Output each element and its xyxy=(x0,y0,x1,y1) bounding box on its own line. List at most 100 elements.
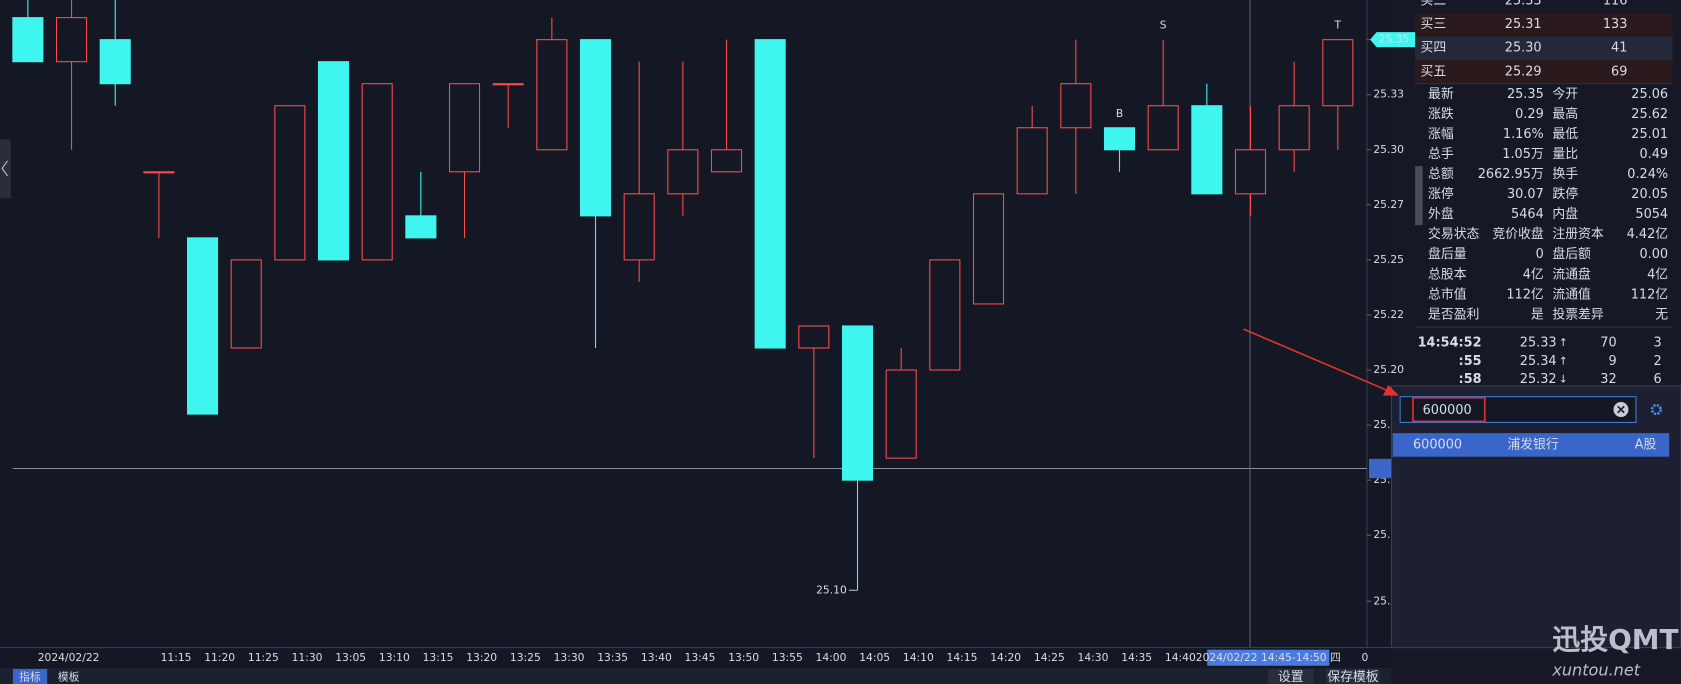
quote-label: 涨停 xyxy=(1428,186,1454,202)
quote-value: 4亿 xyxy=(1647,267,1668,282)
button-label[interactable]: 设置 xyxy=(1278,670,1304,684)
x-tick-label: 13:15 xyxy=(423,651,454,664)
x-tick-label: 11:30 xyxy=(292,651,323,664)
candle-body xyxy=(274,105,306,261)
candle-body xyxy=(448,83,481,173)
tab-active[interactable] xyxy=(12,668,48,684)
pointer-arrow xyxy=(1243,328,1390,393)
cursor-time-tag xyxy=(1207,649,1330,666)
candle-body xyxy=(99,39,131,85)
input-highlight xyxy=(1412,396,1486,423)
x-tick-label: 13:20 xyxy=(466,651,497,664)
quote-value: 1.05万 xyxy=(1502,147,1544,162)
candle-body xyxy=(143,171,175,174)
quote-label: 外盘 xyxy=(1428,206,1454,222)
clear-icon xyxy=(1617,405,1625,414)
quote-label: 投票差异 xyxy=(1552,306,1604,322)
trade-arrow: ↑ xyxy=(1559,354,1568,367)
button-label[interactable]: 保存模板 xyxy=(1327,670,1379,684)
x-tick-label: 14:10 xyxy=(903,651,934,664)
trade-time: 14:54:52 xyxy=(1418,336,1482,351)
order-volume: 133 xyxy=(1603,17,1628,32)
price-axis-area xyxy=(1366,0,1392,648)
quote-value: 无 xyxy=(1655,307,1668,322)
order-volume: 41 xyxy=(1611,41,1627,56)
order-price: 25.29 xyxy=(1505,64,1542,79)
trade-count: 3 xyxy=(1654,336,1662,351)
candle-body xyxy=(972,193,1005,305)
quote-label: 内盘 xyxy=(1552,206,1578,222)
quote-value: 25.01 xyxy=(1631,127,1668,142)
button[interactable] xyxy=(1268,668,1314,684)
quote-label: 最高 xyxy=(1552,106,1578,122)
quote-label: 总手 xyxy=(1428,147,1454,162)
x-tick-label: 14:15 xyxy=(947,651,978,664)
signal-label: T xyxy=(1334,19,1342,32)
quote-label: 注册资本 xyxy=(1552,227,1604,242)
quote-label: 跌停 xyxy=(1552,186,1578,202)
order-row-bg xyxy=(1415,36,1673,61)
trade-price: 25.32 xyxy=(1520,372,1557,387)
order-row-bg xyxy=(1415,12,1673,37)
quote-label: 流通盘 xyxy=(1552,266,1591,282)
search-input[interactable] xyxy=(1399,396,1637,423)
watermark-site: xuntou.net xyxy=(1551,661,1640,680)
date-label: 2024/02/22 xyxy=(38,651,100,664)
quote-label: 交易状态 xyxy=(1428,226,1480,242)
candle-body xyxy=(536,39,568,151)
quote-value: 5054 xyxy=(1635,207,1668,222)
search-result-row[interactable] xyxy=(1392,433,1670,457)
tab[interactable]: 模板 xyxy=(58,671,80,684)
quote-value: 25.62 xyxy=(1631,107,1668,122)
candle-body xyxy=(623,193,655,261)
order-row-bg xyxy=(1415,60,1673,84)
search-query: 600000 xyxy=(1423,403,1472,418)
quote-label: 总额 xyxy=(1428,167,1454,182)
panel-handle[interactable] xyxy=(1415,166,1423,226)
dynamic-layer: 25.3525.3325.3025.2725.2525.2225.2025.12… xyxy=(12,0,1669,684)
crosshair-tag xyxy=(1369,458,1392,479)
quote-value: 0.49 xyxy=(1639,147,1668,162)
x-tick-label: 14:30 xyxy=(1078,651,1109,664)
order-label: 买四 xyxy=(1420,41,1446,56)
x-tick-label: 13:55 xyxy=(772,651,803,664)
result-kind: A股 xyxy=(1635,437,1657,452)
quote-value: 4.42亿 xyxy=(1627,227,1669,242)
x-tick-label: 14:00 xyxy=(816,651,847,664)
trade-volume: 32 xyxy=(1600,372,1616,387)
order-volume: 116 xyxy=(1603,0,1628,9)
pointer-arrowhead xyxy=(1382,384,1400,396)
button[interactable] xyxy=(1326,668,1380,684)
signal-label: B xyxy=(1116,107,1123,120)
order-price: 25.33 xyxy=(1505,0,1542,9)
quote-value: 112亿 xyxy=(1506,287,1544,302)
settings-gear[interactable] xyxy=(1650,403,1662,416)
collapse-button[interactable] xyxy=(0,139,11,199)
quote-value: 0.29 xyxy=(1515,107,1544,122)
signal-label: S xyxy=(1160,19,1167,32)
result-code: 600000 xyxy=(1413,437,1462,452)
candle-body xyxy=(841,325,874,481)
y-tick-label: 25.20 xyxy=(1373,363,1404,376)
last-price-label: 25.35 xyxy=(1379,33,1410,46)
trade-time: :55 xyxy=(1459,354,1482,369)
y-tick-label: 25.33 xyxy=(1373,88,1404,101)
quote-label: 总市值 xyxy=(1428,286,1467,302)
candle-body xyxy=(12,17,44,63)
tab[interactable]: 指标 xyxy=(19,671,41,684)
y-tick-label: 25.27 xyxy=(1373,198,1404,211)
quote-label: 换手 xyxy=(1552,167,1578,182)
quote-label: 量比 xyxy=(1552,147,1578,162)
quote-label: 涨跌 xyxy=(1428,106,1454,122)
x-tick-label: 14:05 xyxy=(859,651,890,664)
trade-arrow: ↓ xyxy=(1559,373,1568,386)
x-tick-label: 13:10 xyxy=(379,651,410,664)
quote-value: 4亿 xyxy=(1523,267,1544,282)
candle-body xyxy=(754,39,786,349)
candle-body xyxy=(579,39,612,217)
quote-label: 是否盈利 xyxy=(1428,307,1479,322)
quote-label: 总股本 xyxy=(1428,267,1467,282)
quote-value: 竞价收盘 xyxy=(1492,226,1544,242)
x-tick-label: 13:50 xyxy=(728,651,759,664)
